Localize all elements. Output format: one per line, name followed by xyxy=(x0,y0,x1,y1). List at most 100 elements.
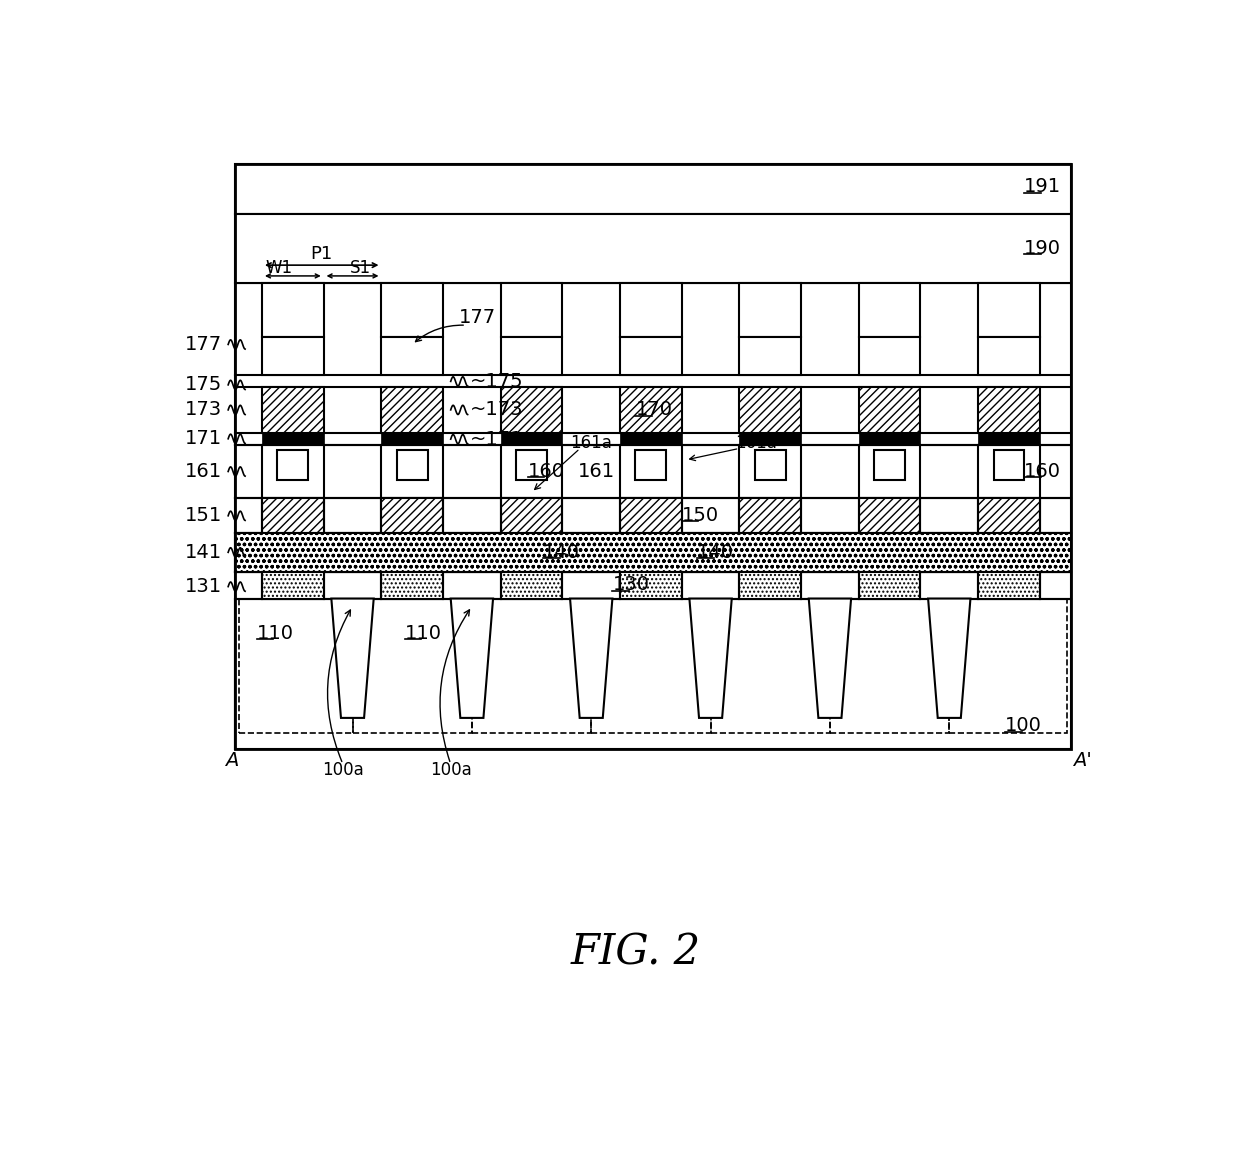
Bar xyxy=(859,498,920,534)
Bar xyxy=(620,283,682,337)
Bar xyxy=(352,599,472,734)
Text: P1: P1 xyxy=(310,245,332,262)
Bar xyxy=(236,599,1070,749)
Bar xyxy=(262,337,324,376)
Text: 161: 161 xyxy=(578,462,615,481)
Bar xyxy=(472,599,591,734)
Bar xyxy=(501,337,563,376)
Bar xyxy=(262,433,324,445)
Bar xyxy=(739,387,801,433)
Bar xyxy=(397,450,428,480)
Text: 130: 130 xyxy=(613,576,650,594)
Bar xyxy=(382,433,443,445)
Text: 140: 140 xyxy=(697,543,734,562)
Text: 161a: 161a xyxy=(570,434,611,452)
Bar xyxy=(950,599,1066,734)
Bar xyxy=(635,450,666,480)
Bar xyxy=(739,283,801,337)
Text: 173: 173 xyxy=(185,400,222,419)
Bar xyxy=(236,214,1070,283)
Text: 191: 191 xyxy=(1024,177,1061,197)
Polygon shape xyxy=(570,599,613,718)
Bar xyxy=(501,572,563,599)
Bar xyxy=(620,498,682,534)
Bar xyxy=(236,164,1070,749)
Polygon shape xyxy=(331,599,373,718)
Bar xyxy=(978,498,1040,534)
Text: 110: 110 xyxy=(404,624,441,642)
Bar xyxy=(236,534,1070,572)
Text: FIG. 2: FIG. 2 xyxy=(570,931,701,973)
Bar xyxy=(262,283,324,337)
Polygon shape xyxy=(808,599,851,718)
Text: 100a: 100a xyxy=(322,762,363,779)
Text: 161: 161 xyxy=(185,462,222,481)
Bar xyxy=(591,599,711,734)
Bar xyxy=(859,337,920,376)
Bar xyxy=(739,433,801,445)
Bar xyxy=(620,387,682,433)
Bar xyxy=(620,433,682,445)
Bar xyxy=(620,572,682,599)
Text: ~173: ~173 xyxy=(470,400,523,419)
Bar xyxy=(382,387,443,433)
Bar xyxy=(501,498,563,534)
Polygon shape xyxy=(450,599,494,718)
Bar xyxy=(978,283,1040,337)
Bar xyxy=(239,599,352,734)
Text: A': A' xyxy=(1073,751,1091,770)
Text: 140: 140 xyxy=(543,543,580,562)
Bar xyxy=(262,387,324,433)
Bar xyxy=(859,387,920,433)
Bar xyxy=(382,572,443,599)
Text: 100: 100 xyxy=(1006,716,1042,735)
Bar xyxy=(501,283,563,337)
Text: 175: 175 xyxy=(185,376,222,394)
Text: 161a: 161a xyxy=(735,434,777,452)
Bar xyxy=(978,433,1040,445)
Text: 151: 151 xyxy=(185,507,222,525)
Text: 141: 141 xyxy=(185,543,222,562)
Bar xyxy=(874,450,905,480)
Polygon shape xyxy=(928,599,971,718)
Bar xyxy=(978,337,1040,376)
Text: 177: 177 xyxy=(459,308,496,326)
Text: 177: 177 xyxy=(185,335,222,355)
Text: 160: 160 xyxy=(528,462,564,481)
Bar xyxy=(236,283,1070,749)
Bar xyxy=(501,387,563,433)
Text: W1: W1 xyxy=(265,260,293,277)
Text: S1: S1 xyxy=(350,260,371,277)
Bar xyxy=(859,572,920,599)
Text: ~171: ~171 xyxy=(470,429,523,448)
Bar xyxy=(978,387,1040,433)
Bar xyxy=(501,433,563,445)
Text: 160: 160 xyxy=(1024,462,1061,481)
Bar xyxy=(830,599,950,734)
Bar xyxy=(262,498,324,534)
Bar xyxy=(859,283,920,337)
Bar xyxy=(262,572,324,599)
Bar xyxy=(278,450,309,480)
Bar xyxy=(739,572,801,599)
Bar xyxy=(739,337,801,376)
Text: 131: 131 xyxy=(185,577,222,597)
Bar xyxy=(755,450,786,480)
Text: 171: 171 xyxy=(185,429,222,448)
Bar xyxy=(978,572,1040,599)
Text: 150: 150 xyxy=(682,505,719,525)
Bar xyxy=(711,599,830,734)
Text: 170: 170 xyxy=(635,400,672,419)
Bar xyxy=(620,337,682,376)
Text: 190: 190 xyxy=(1024,239,1061,257)
Bar xyxy=(516,450,547,480)
Bar xyxy=(993,450,1024,480)
Text: 100a: 100a xyxy=(430,762,471,779)
Bar xyxy=(739,498,801,534)
Polygon shape xyxy=(689,599,732,718)
Bar xyxy=(382,283,443,337)
Bar xyxy=(859,433,920,445)
Text: 110: 110 xyxy=(257,624,294,642)
Bar xyxy=(382,498,443,534)
Bar xyxy=(382,337,443,376)
